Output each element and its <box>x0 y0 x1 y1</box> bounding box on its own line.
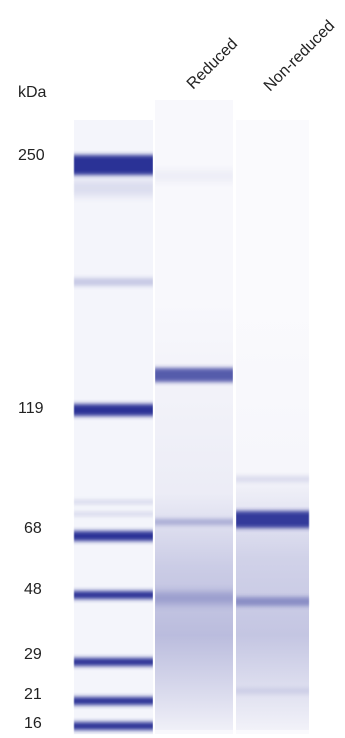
marker-labels: 250 119 68 48 29 21 16 <box>18 147 45 732</box>
non-reduced-band-main <box>236 511 309 528</box>
non-reduced-band-faint-1 <box>236 476 309 482</box>
non-reduced-band-21 <box>236 688 309 694</box>
axis-unit-label: kDa <box>18 84 47 101</box>
ladder-band-119 <box>74 404 153 416</box>
reduced-band-main <box>155 368 233 382</box>
ladder-band-250 <box>74 155 153 175</box>
smear-reduced <box>155 300 233 730</box>
ladder-band-faint-4 <box>74 512 153 516</box>
marker-label-21: 21 <box>24 686 42 703</box>
non-reduced-bands <box>236 476 309 694</box>
reduced-band-68 <box>155 519 233 525</box>
lane-separator-1 <box>153 100 155 734</box>
lane-ladder <box>74 120 153 734</box>
ladder-band-48 <box>74 591 153 599</box>
lane-label-reduced: Reduced <box>184 36 241 93</box>
ladder-band-68 <box>74 531 153 541</box>
marker-label-119: 119 <box>18 400 44 417</box>
marker-label-68: 68 <box>24 520 42 537</box>
ladder-band-21 <box>74 697 153 705</box>
marker-label-48: 48 <box>24 581 42 598</box>
ladder-band-faint-1 <box>74 180 153 196</box>
marker-label-29: 29 <box>24 646 42 663</box>
reduced-band-48 <box>155 592 233 604</box>
ladder-band-29 <box>74 658 153 666</box>
reduced-bands <box>155 170 233 604</box>
ladder-band-16 <box>74 722 153 730</box>
marker-label-16: 16 <box>24 715 42 732</box>
marker-label-250: 250 <box>18 147 45 164</box>
ladder-band-faint-2 <box>74 278 153 286</box>
ladder-bands <box>74 155 153 730</box>
non-reduced-band-48 <box>236 597 309 606</box>
lane-separator-2 <box>233 100 236 734</box>
reduced-band-faint-top <box>155 170 233 182</box>
lane-label-non-reduced: Non-reduced <box>261 17 338 94</box>
ladder-band-faint-3 <box>74 500 153 504</box>
